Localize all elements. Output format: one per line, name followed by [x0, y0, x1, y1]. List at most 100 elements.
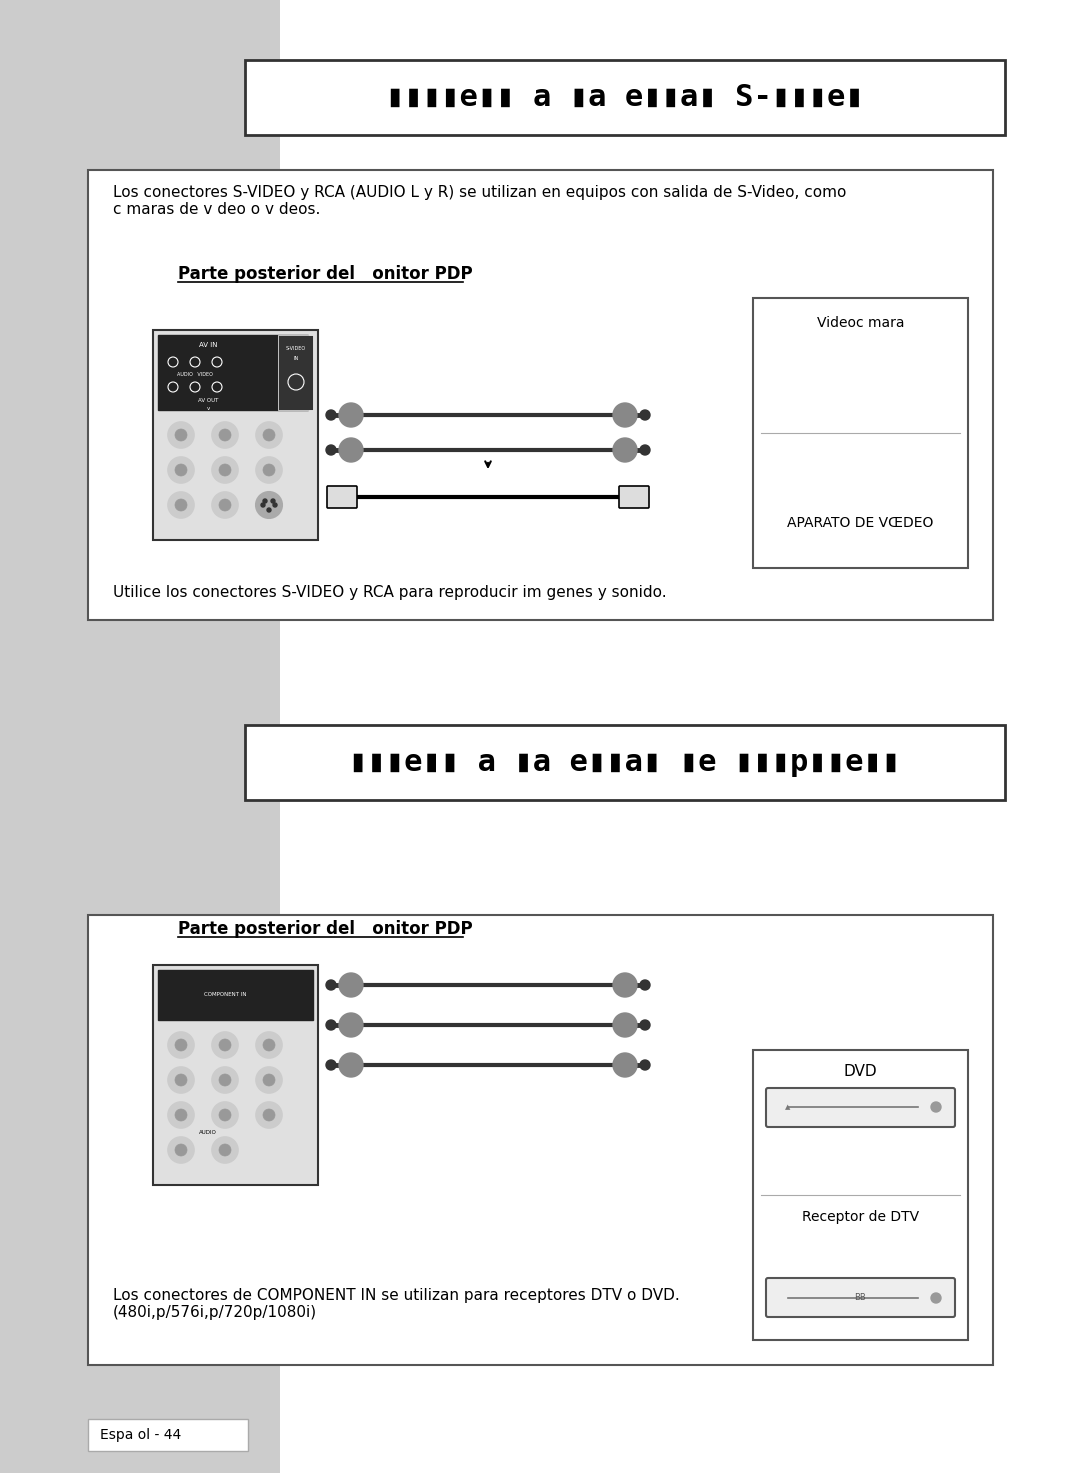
Circle shape — [256, 492, 282, 518]
Circle shape — [339, 974, 363, 997]
Circle shape — [168, 457, 194, 483]
Circle shape — [212, 457, 238, 483]
Circle shape — [326, 1061, 336, 1069]
Text: Los conectores S-VIDEO y RCA (AUDIO L y R) se utilizan en equipos con salida de : Los conectores S-VIDEO y RCA (AUDIO L y … — [113, 186, 847, 218]
Circle shape — [339, 437, 363, 463]
Text: Receptor de DTV: Receptor de DTV — [802, 1209, 919, 1224]
Text: COMPONENT IN: COMPONENT IN — [204, 993, 246, 997]
Circle shape — [264, 429, 275, 440]
Circle shape — [212, 1033, 238, 1058]
Text: Videoc mara: Videoc mara — [816, 317, 904, 330]
Circle shape — [219, 1145, 231, 1156]
Circle shape — [339, 404, 363, 427]
Circle shape — [256, 421, 282, 448]
Text: AUDIO   VIDEO: AUDIO VIDEO — [177, 373, 213, 377]
Circle shape — [219, 1038, 231, 1052]
Text: v: v — [206, 407, 210, 411]
Text: Parte posterior del   onitor PDP: Parte posterior del onitor PDP — [178, 265, 473, 283]
Text: ▮▮▮▮e▮▮ a ▮a e▮▮a▮ S-▮▮▮e▮: ▮▮▮▮e▮▮ a ▮a e▮▮a▮ S-▮▮▮e▮ — [387, 82, 864, 112]
FancyBboxPatch shape — [87, 169, 993, 620]
Circle shape — [256, 1102, 282, 1128]
FancyBboxPatch shape — [158, 334, 308, 409]
FancyBboxPatch shape — [0, 0, 280, 1473]
Circle shape — [175, 1109, 187, 1121]
Circle shape — [273, 502, 276, 507]
Circle shape — [212, 1066, 238, 1093]
FancyBboxPatch shape — [153, 330, 318, 541]
Circle shape — [168, 492, 194, 518]
Circle shape — [175, 1074, 187, 1086]
Circle shape — [339, 1013, 363, 1037]
Text: APARATO DE VŒDEO: APARATO DE VŒDEO — [787, 516, 934, 530]
FancyBboxPatch shape — [327, 486, 357, 508]
Text: AUDIO: AUDIO — [199, 1130, 217, 1134]
Text: Parte posterior del   onitor PDP: Parte posterior del onitor PDP — [178, 921, 473, 938]
Circle shape — [219, 1074, 231, 1086]
Circle shape — [212, 492, 238, 518]
Circle shape — [168, 1102, 194, 1128]
FancyBboxPatch shape — [753, 298, 968, 569]
Circle shape — [326, 445, 336, 455]
Circle shape — [219, 464, 231, 476]
Text: Utilice los conectores S-VIDEO y RCA para reproducir im genes y sonido.: Utilice los conectores S-VIDEO y RCA par… — [113, 585, 666, 600]
Circle shape — [256, 457, 282, 483]
Circle shape — [175, 1145, 187, 1156]
Circle shape — [219, 1109, 231, 1121]
Text: Espa ol - 44: Espa ol - 44 — [100, 1427, 181, 1442]
FancyBboxPatch shape — [245, 60, 1005, 136]
Circle shape — [219, 499, 231, 511]
Circle shape — [168, 1033, 194, 1058]
Text: BB: BB — [854, 1293, 866, 1302]
Circle shape — [640, 980, 650, 990]
Circle shape — [326, 980, 336, 990]
FancyBboxPatch shape — [87, 915, 993, 1365]
Text: AV OUT: AV OUT — [198, 398, 218, 402]
Circle shape — [175, 464, 187, 476]
Circle shape — [613, 1053, 637, 1077]
FancyBboxPatch shape — [245, 725, 1005, 800]
Text: S-VIDEO: S-VIDEO — [286, 346, 306, 351]
Circle shape — [256, 1033, 282, 1058]
Circle shape — [339, 1053, 363, 1077]
Circle shape — [640, 409, 650, 420]
Circle shape — [613, 437, 637, 463]
Circle shape — [219, 429, 231, 440]
Circle shape — [175, 429, 187, 440]
Circle shape — [267, 508, 271, 513]
Circle shape — [264, 464, 275, 476]
Circle shape — [613, 974, 637, 997]
Circle shape — [212, 421, 238, 448]
Circle shape — [256, 1066, 282, 1093]
Text: ▲: ▲ — [785, 1103, 791, 1111]
Circle shape — [640, 1019, 650, 1030]
Circle shape — [264, 1074, 275, 1086]
Circle shape — [613, 404, 637, 427]
FancyBboxPatch shape — [158, 971, 313, 1019]
Circle shape — [264, 1109, 275, 1121]
Circle shape — [212, 1137, 238, 1164]
Text: ▮▮▮e▮▮ a ▮a e▮▮a▮ ▮e ▮▮▮p▮▮e▮▮: ▮▮▮e▮▮ a ▮a e▮▮a▮ ▮e ▮▮▮p▮▮e▮▮ — [349, 748, 901, 776]
Circle shape — [640, 445, 650, 455]
Circle shape — [261, 502, 265, 507]
Text: Los conectores de COMPONENT IN se utilizan para receptores DTV o DVD.
(480i,p/57: Los conectores de COMPONENT IN se utiliz… — [113, 1287, 679, 1320]
Circle shape — [271, 499, 275, 502]
Text: IN: IN — [294, 355, 299, 361]
Circle shape — [175, 1038, 187, 1052]
Circle shape — [168, 1066, 194, 1093]
Circle shape — [175, 499, 187, 511]
Circle shape — [264, 1038, 275, 1052]
Circle shape — [931, 1293, 941, 1304]
FancyBboxPatch shape — [619, 486, 649, 508]
FancyBboxPatch shape — [87, 1418, 248, 1451]
Circle shape — [640, 1061, 650, 1069]
FancyBboxPatch shape — [153, 965, 318, 1184]
FancyBboxPatch shape — [766, 1089, 955, 1127]
Circle shape — [168, 421, 194, 448]
Circle shape — [931, 1102, 941, 1112]
FancyBboxPatch shape — [278, 334, 313, 409]
Text: AV IN: AV IN — [199, 342, 217, 348]
Circle shape — [326, 409, 336, 420]
Circle shape — [613, 1013, 637, 1037]
FancyBboxPatch shape — [280, 0, 1080, 1473]
Circle shape — [326, 1019, 336, 1030]
